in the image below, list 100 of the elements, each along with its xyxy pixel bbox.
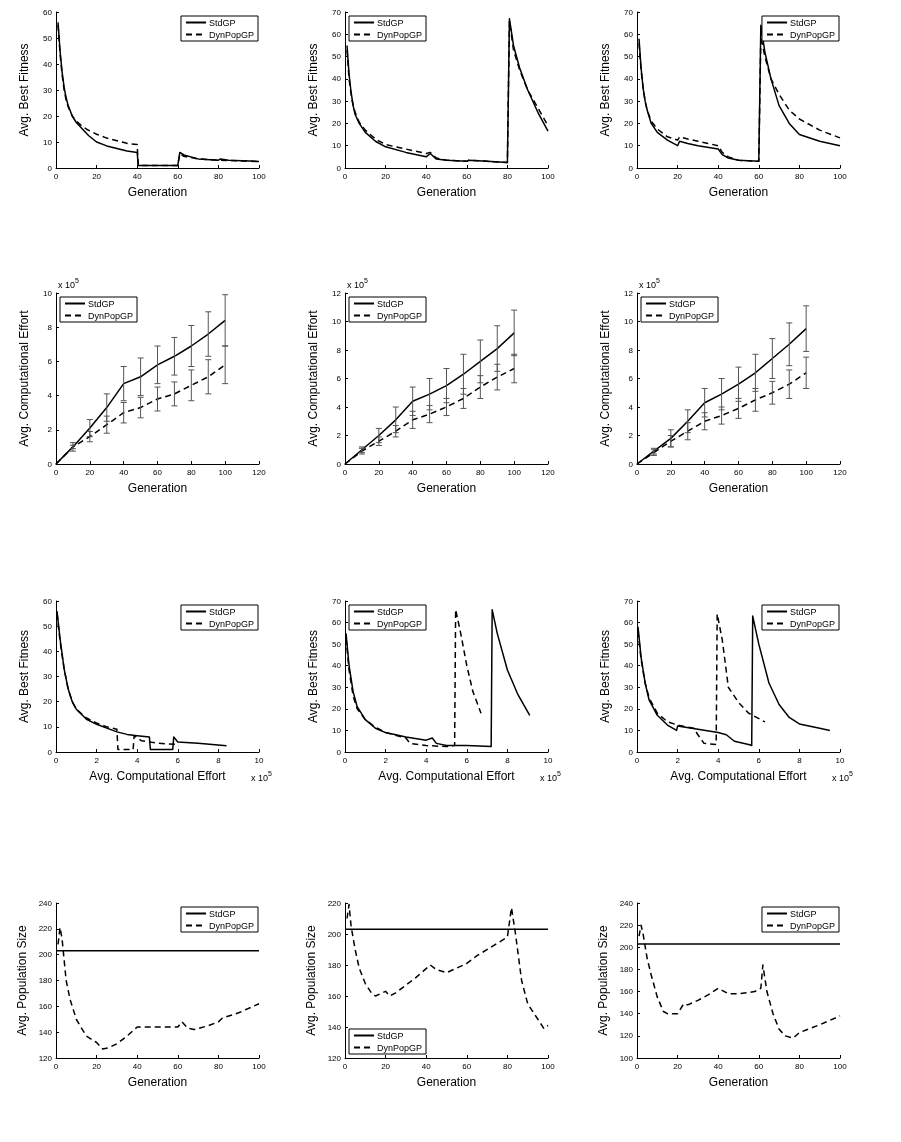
- y-tick-label: 10: [624, 141, 634, 151]
- x-tick-label: 80: [794, 1061, 805, 1071]
- legend-label: DynPopGP: [88, 310, 134, 321]
- x-tick-label: 4: [423, 755, 429, 765]
- x-axis-title: Generation: [127, 185, 188, 199]
- legend-label: StdGP: [377, 17, 404, 28]
- x-axis-title: Generation: [416, 481, 477, 495]
- y-tick-label: 40: [624, 74, 634, 84]
- y-tick-label: 2: [47, 425, 53, 435]
- x-tick-label: 20: [673, 171, 683, 181]
- y-axis-title: Avg. Best Fitness: [598, 43, 612, 137]
- x-axis-title: Avg. Computational Effort: [670, 769, 808, 783]
- x-tick-label: 40: [119, 467, 129, 477]
- x-tick-label: 80: [794, 171, 805, 181]
- x-tick-label: 80: [475, 467, 486, 477]
- x-tick-label: 40: [408, 467, 418, 477]
- y-tick-label: 140: [327, 1022, 342, 1032]
- y-tick-label: 240: [619, 898, 634, 908]
- x-tick-label: 100: [252, 1061, 267, 1071]
- y-tick-label: 220: [619, 920, 634, 930]
- y-axis-title: Avg. Best Fitness: [306, 43, 320, 137]
- legend-label: DynPopGP: [669, 310, 715, 321]
- legend-label: StdGP: [208, 17, 236, 28]
- legend-label: DynPopGP: [377, 310, 423, 321]
- y-tick-label: 220: [327, 898, 342, 908]
- legend-label: StdGP: [789, 606, 817, 617]
- y-tick-label: 220: [38, 924, 53, 934]
- legend-label: DynPopGP: [377, 618, 423, 629]
- y-tick-label: 120: [327, 1053, 342, 1063]
- y-tick-label: 0: [47, 459, 53, 469]
- y-tick-label: 120: [38, 1053, 53, 1063]
- y-tick-label: 2: [628, 431, 634, 440]
- y-tick-label: 160: [327, 991, 342, 1001]
- x-tick-label: 40: [421, 1061, 432, 1071]
- y-tick-label: 200: [327, 929, 342, 939]
- y-tick-label: 10: [332, 317, 342, 326]
- y-tick-label: 60: [332, 618, 342, 628]
- y-tick-label: 20: [43, 111, 53, 121]
- x-axis-title: Avg. Computational Effort: [89, 769, 227, 783]
- y-tick-label: 30: [43, 85, 53, 95]
- legend-label: DynPopGP: [789, 618, 836, 629]
- y-tick-label: 4: [628, 402, 634, 412]
- x-tick-label: 20: [92, 1061, 102, 1071]
- y-axis-title: Avg. Population Size: [303, 924, 318, 1036]
- y-tick-label: 140: [619, 1009, 634, 1019]
- x-tick-label: 60: [173, 1061, 183, 1071]
- y-tick-label: 0: [628, 747, 634, 757]
- x-tick-label: 100: [541, 1061, 556, 1071]
- x-tick-label: 80: [767, 467, 778, 477]
- y-tick-label: 6: [336, 374, 342, 383]
- x-axis-title: Generation: [127, 481, 188, 495]
- legend-label: DynPopGP: [377, 29, 423, 40]
- legend-label: StdGP: [669, 298, 696, 309]
- x-axis-title: Generation: [416, 185, 477, 199]
- y-tick-label: 140: [38, 1027, 53, 1037]
- y-tick-label: 10: [624, 725, 634, 735]
- x-tick-label: 20: [85, 467, 95, 477]
- y-axis-title: Avg. Best Fitness: [306, 629, 320, 724]
- y-tick-label: 8: [628, 345, 634, 355]
- x-tick-label: 100: [833, 1061, 848, 1071]
- y-tick-label: 70: [624, 7, 634, 17]
- x-tick-label: 10: [543, 755, 553, 765]
- y-tick-label: 0: [628, 163, 634, 173]
- x-tick-label: 10: [835, 755, 845, 765]
- y-tick-label: 10: [43, 137, 53, 147]
- y-tick-label: 180: [327, 960, 342, 970]
- x-tick-label: 60: [153, 467, 163, 477]
- y-axis-title: Avg. Best Fitness: [598, 629, 612, 724]
- x-axis-title: Generation: [416, 1075, 477, 1089]
- x-tick-label: 4: [134, 755, 140, 765]
- y-tick-label: 50: [332, 52, 342, 62]
- x-tick-label: 80: [502, 1061, 513, 1071]
- y-tick-label: 20: [43, 697, 53, 707]
- x-tick-label: 40: [700, 467, 710, 477]
- x-tick-label: 100: [218, 467, 233, 477]
- y-tick-label: 6: [628, 374, 634, 383]
- legend-label: StdGP: [789, 908, 817, 919]
- x-tick-label: 60: [173, 171, 183, 181]
- x-tick-label: 2: [675, 755, 681, 765]
- y-axis-title: Avg. Computational Effort: [598, 309, 612, 447]
- y-tick-label: 0: [336, 747, 342, 757]
- x-axis-title: Avg. Computational Effort: [378, 769, 516, 783]
- x-tick-label: 60: [462, 1061, 472, 1071]
- y-tick-label: 0: [47, 163, 53, 173]
- legend-label: StdGP: [88, 298, 115, 309]
- legend-label: DynPopGP: [789, 920, 836, 931]
- x-axis-title: Generation: [127, 1075, 188, 1089]
- x-tick-label: 20: [374, 467, 384, 477]
- x-tick-label: 40: [132, 1061, 143, 1071]
- x-tick-label: 80: [502, 171, 513, 181]
- x-tick-label: 80: [213, 1061, 224, 1071]
- y-tick-label: 50: [624, 639, 634, 649]
- y-tick-label: 20: [332, 118, 342, 128]
- y-tick-label: 40: [332, 74, 342, 84]
- x-tick-label: 60: [754, 1061, 764, 1071]
- legend-label: StdGP: [789, 17, 817, 28]
- y-tick-label: 8: [47, 322, 53, 332]
- x-tick-label: 100: [507, 467, 522, 477]
- x-tick-label: 60: [462, 171, 472, 181]
- x-tick-label: 20: [92, 171, 102, 181]
